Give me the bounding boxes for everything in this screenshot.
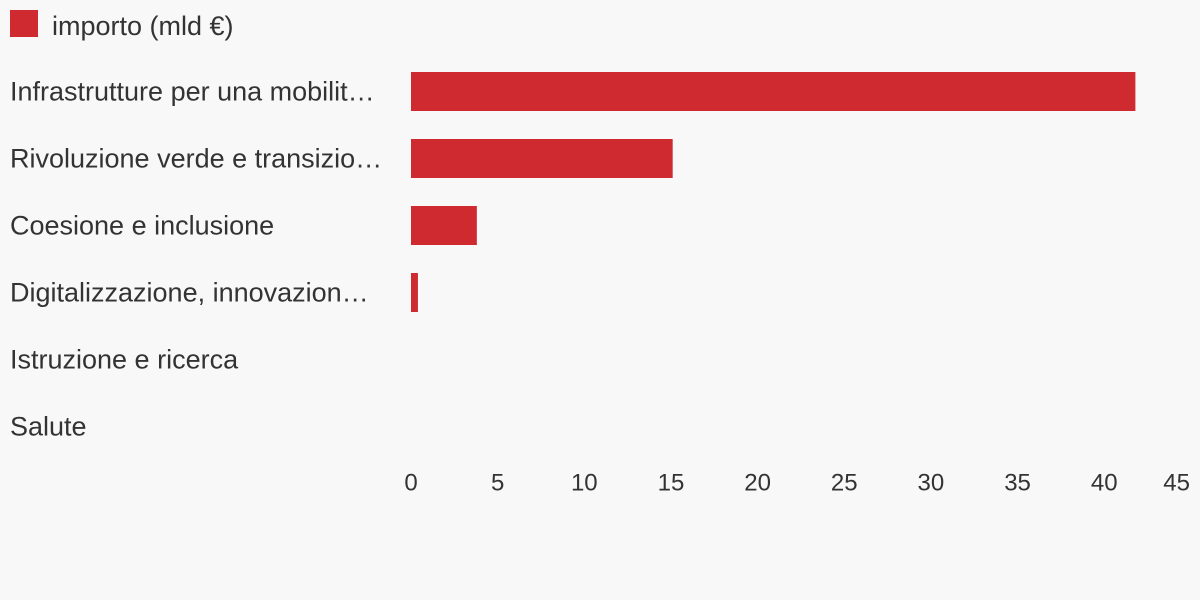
category-label: Infrastrutture per una mobilit…: [10, 77, 375, 107]
category-label: Istruzione e ricerca: [10, 345, 239, 375]
x-tick-label: 45: [1163, 470, 1190, 497]
x-tick-label: 35: [1004, 470, 1031, 497]
category-label: Rivoluzione verde e transizio…: [10, 144, 382, 174]
x-tick-label: 20: [744, 470, 771, 497]
x-tick-label: 30: [918, 470, 945, 497]
x-tick-label: 10: [571, 470, 598, 497]
x-tick-label: 25: [831, 470, 858, 497]
category-label: Coesione e inclusione: [10, 211, 274, 241]
x-tick-label: 5: [491, 470, 504, 497]
bar: [411, 72, 1136, 111]
bar: [411, 273, 418, 312]
category-label: Salute: [10, 412, 87, 442]
bar: [411, 206, 477, 245]
legend: importo (mld €): [10, 10, 234, 42]
bar: [411, 139, 673, 178]
legend-label: importo (mld €): [52, 11, 234, 41]
x-tick-label: 40: [1091, 470, 1118, 497]
x-tick-label: 15: [658, 470, 685, 497]
category-label: Digitalizzazione, innovazion…: [10, 278, 369, 308]
x-tick-label: 0: [404, 470, 417, 497]
legend-swatch: [10, 10, 38, 37]
